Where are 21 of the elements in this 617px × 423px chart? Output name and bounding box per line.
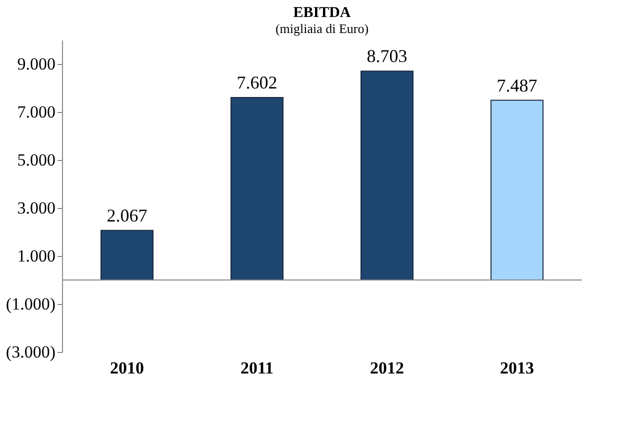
x-tick-label: 2013 — [500, 358, 534, 378]
y-tick-label: 1.000 — [17, 246, 56, 266]
x-tick-label: 2012 — [370, 358, 404, 378]
chart-title: EBITDA — [293, 5, 351, 21]
chart-subtitle: (migliaia di Euro) — [275, 21, 369, 36]
data-label: 8.703 — [366, 46, 408, 66]
y-tick-label: 5.000 — [17, 150, 56, 170]
bar — [100, 230, 154, 280]
data-label: 7.602 — [236, 72, 278, 93]
bar — [360, 70, 414, 280]
y-tick-label: (1.000) — [6, 294, 56, 314]
x-tick-label: 2010 — [110, 358, 144, 378]
bar — [230, 97, 284, 280]
data-label: 2.067 — [106, 205, 148, 226]
y-tick-label: (3.000) — [6, 342, 56, 362]
x-tick-label: 2011 — [240, 358, 274, 378]
bar — [490, 100, 544, 280]
y-tick-label: 9.000 — [17, 54, 56, 74]
y-tick-label: 3.000 — [17, 198, 56, 218]
y-tick-label: 7.000 — [17, 102, 56, 122]
data-label: 7.487 — [496, 75, 538, 96]
